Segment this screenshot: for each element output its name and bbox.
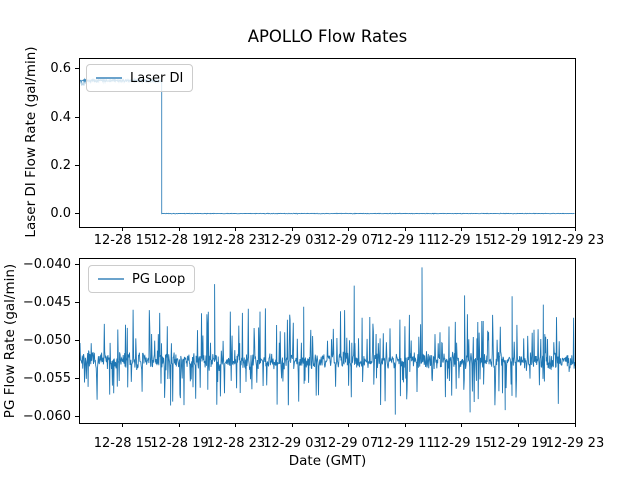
x-tick-mark bbox=[235, 227, 237, 231]
legend-label: PG Loop bbox=[132, 271, 186, 287]
xaxis-label: Date (GMT) bbox=[288, 453, 367, 469]
x-tick-label: 12-29 03 bbox=[263, 436, 322, 451]
y-tick-label: −0.050 bbox=[22, 333, 71, 348]
x-tick-mark bbox=[517, 423, 519, 427]
x-tick-label: 12-29 23 bbox=[545, 233, 605, 248]
y-tick-mark bbox=[75, 263, 79, 265]
x-tick-label: 12-29 19 bbox=[489, 233, 548, 248]
y-tick-label: 0.6 bbox=[50, 61, 71, 77]
legend-pg-loop: PG Loop bbox=[88, 265, 196, 293]
x-tick-label: 12-29 11 bbox=[376, 436, 435, 451]
x-tick-label: 12-28 19 bbox=[150, 233, 209, 248]
x-tick-label: 12-29 15 bbox=[432, 436, 492, 451]
x-tick-label: 12-29 07 bbox=[319, 233, 379, 248]
x-tick-mark bbox=[235, 423, 237, 427]
x-tick-mark bbox=[348, 227, 350, 231]
x-tick-label: 12-28 23 bbox=[206, 436, 266, 451]
legend-line-sample-icon bbox=[96, 77, 122, 79]
legend-line-sample-icon bbox=[98, 278, 124, 280]
y-tick-label: 0.4 bbox=[50, 109, 71, 125]
x-tick-mark bbox=[574, 227, 576, 231]
x-tick-mark bbox=[461, 227, 463, 231]
x-tick-label: 12-28 19 bbox=[150, 436, 209, 451]
legend-label: Laser DI bbox=[130, 70, 184, 86]
y-tick-mark bbox=[75, 165, 79, 167]
x-tick-mark bbox=[404, 227, 406, 231]
x-tick-label: 12-28 15 bbox=[93, 436, 153, 451]
x-tick-mark bbox=[122, 227, 124, 231]
laser-di-drop-and-zero-line bbox=[161, 80, 575, 215]
x-tick-mark bbox=[348, 423, 350, 427]
x-tick-label: 12-29 23 bbox=[545, 436, 605, 451]
x-tick-label: 12-28 15 bbox=[93, 233, 153, 248]
x-tick-label: 12-29 19 bbox=[489, 436, 548, 451]
y-tick-mark bbox=[75, 301, 79, 303]
y-tick-label: 0.0 bbox=[50, 206, 71, 222]
y-tick-label: −0.040 bbox=[22, 256, 71, 272]
pg-loop-line bbox=[80, 267, 575, 415]
x-tick-mark bbox=[517, 227, 519, 231]
y-tick-mark bbox=[75, 213, 79, 215]
y-tick-mark bbox=[75, 68, 79, 70]
x-tick-mark bbox=[404, 423, 406, 427]
x-tick-mark bbox=[122, 423, 124, 427]
y-tick-mark bbox=[75, 416, 79, 418]
y-tick-label: −0.060 bbox=[22, 409, 71, 425]
x-tick-mark bbox=[574, 423, 576, 427]
x-tick-label: 12-28 23 bbox=[206, 233, 266, 248]
x-tick-label: 12-29 11 bbox=[376, 233, 435, 248]
pg-loop-series-plot bbox=[80, 267, 575, 415]
x-tick-mark bbox=[291, 227, 293, 231]
x-tick-mark bbox=[178, 423, 180, 427]
y-tick-mark bbox=[75, 340, 79, 341]
x-tick-label: 12-29 15 bbox=[432, 233, 492, 248]
y-tick-mark bbox=[75, 378, 79, 380]
laser-di-plot-area: Laser DI bbox=[79, 58, 576, 228]
x-tick-label: 12-29 07 bbox=[319, 436, 379, 451]
x-tick-mark bbox=[178, 227, 180, 231]
x-tick-mark bbox=[461, 423, 463, 427]
y-tick-label: 0.2 bbox=[50, 158, 71, 174]
x-tick-mark bbox=[291, 423, 293, 427]
figure-title: APOLLO Flow Rates bbox=[247, 27, 408, 46]
y-tick-label: −0.055 bbox=[22, 371, 71, 387]
legend-laser-di: Laser DI bbox=[86, 64, 194, 92]
y-tick-mark bbox=[75, 116, 79, 118]
pg-loop-plot-area: PG Loop bbox=[79, 258, 576, 424]
x-tick-label: 12-29 03 bbox=[263, 233, 322, 248]
y-tick-label: −0.045 bbox=[22, 294, 71, 310]
